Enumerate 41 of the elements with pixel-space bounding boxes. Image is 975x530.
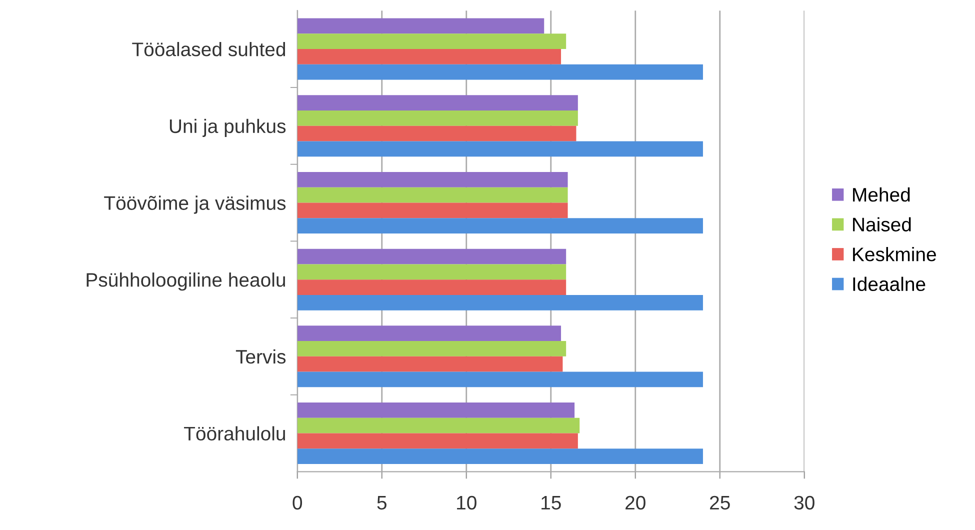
bar	[297, 64, 703, 80]
bar	[297, 18, 544, 34]
x-tick-label: 20	[626, 496, 646, 510]
bar	[297, 126, 576, 142]
bar	[297, 187, 568, 203]
bar	[297, 34, 566, 50]
bar	[297, 356, 563, 372]
bar	[297, 341, 566, 356]
legend-label: Mehed	[853, 187, 910, 202]
y-tick-label: Tervis	[236, 349, 286, 364]
bar	[297, 402, 575, 418]
x-tick-label: 30	[794, 496, 814, 510]
y-tick-label: Uni ja puhkus	[170, 118, 286, 137]
bar	[297, 141, 703, 157]
bar	[297, 218, 703, 234]
bar	[297, 433, 578, 449]
y-tick-label: Töörahulolu	[184, 426, 285, 441]
x-tick-label: 0	[292, 496, 302, 510]
bar	[297, 264, 566, 280]
bar	[297, 294, 703, 310]
y-tick-label: Psühholoogiline heaolu	[86, 272, 285, 291]
bar	[297, 202, 568, 218]
legend-label: Keskmine	[853, 246, 936, 262]
x-tick-label: 10	[457, 496, 476, 510]
x-tick-label: 25	[710, 496, 730, 510]
bar	[297, 326, 562, 342]
x-tick-label: 5	[377, 496, 386, 510]
bar	[297, 172, 568, 188]
legend-label: Ideaalne	[853, 276, 926, 292]
bar	[297, 280, 566, 295]
bar	[297, 372, 703, 388]
bar	[297, 448, 703, 464]
bar	[297, 110, 578, 126]
legend-label: Naised	[853, 217, 911, 232]
bar	[297, 248, 566, 264]
x-tick-label: 15	[542, 496, 561, 510]
bar	[297, 49, 562, 64]
y-tick-label: Töövõime ja väsimus	[104, 196, 286, 214]
bar	[297, 95, 578, 111]
bar	[297, 418, 580, 434]
y-tick-label: Tööalased suhted	[132, 42, 286, 56]
